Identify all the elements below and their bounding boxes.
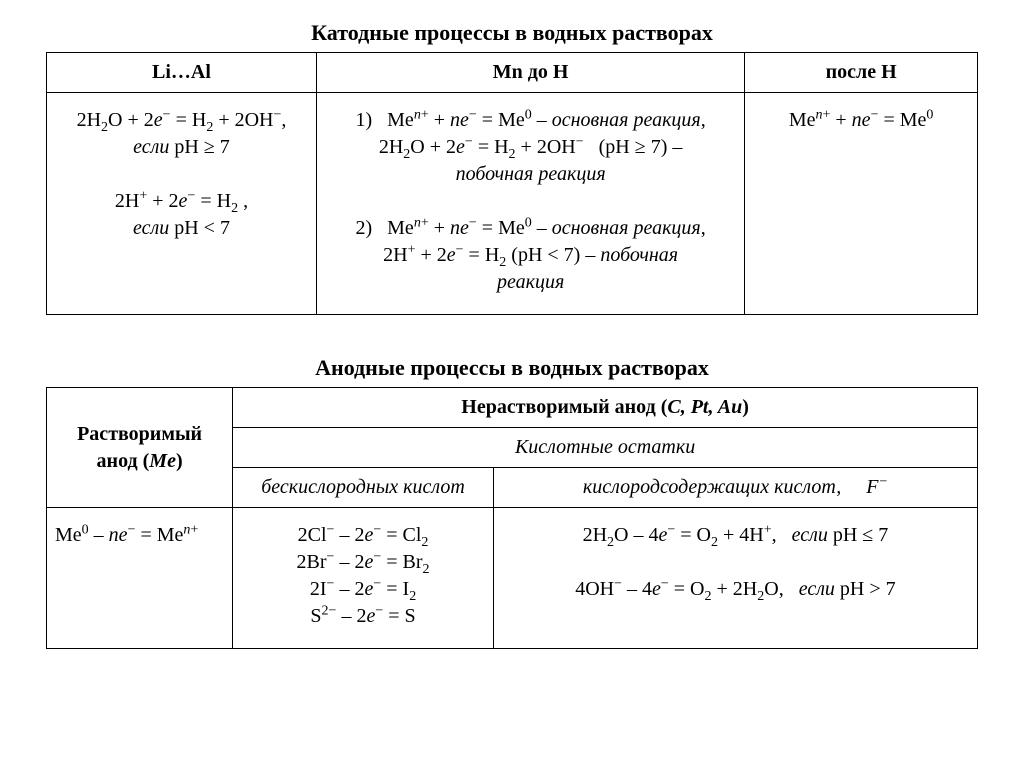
eq: 2H+ + 2e− = H2 (pH < 7) – побочная: [325, 242, 736, 269]
eq: 2H2O + 2e− = H2 + 2OH−,: [55, 107, 308, 134]
cond: если pH ≥ 7: [55, 134, 308, 161]
col-soluble-anode: Растворимый анод (Me): [47, 388, 233, 508]
eq: 4OH− – 4e− = O2 + 2H2O, если pH > 7: [502, 576, 969, 603]
eq: 1) Men+ + ne− = Me0 – основная реакция,: [325, 107, 736, 134]
col-oxygen-containing: кислородсодержащих кислот, F−: [493, 468, 977, 508]
eq: 2) Men+ + ne− = Me0 – основная реакция,: [325, 215, 736, 242]
eq: 2H2O + 2e− = H2 + 2OH− (pH ≥ 7) –: [325, 134, 736, 161]
anode-table: Растворимый анод (Me) Нерастворимый анод…: [46, 387, 978, 649]
col-acid-residues: Кислотные остатки: [233, 428, 978, 468]
eq: 2H2O – 4e− = O2 + 4H+, если pH ≤ 7: [502, 522, 969, 549]
col-after-h: после H: [745, 53, 978, 93]
spacer: [325, 188, 736, 215]
table-row: 2H2O + 2e− = H2 + 2OH−, если pH ≥ 7 2H+ …: [47, 93, 978, 315]
cond: если pH < 7: [55, 215, 308, 242]
eq: 2Br− – 2e− = Br2: [241, 549, 485, 576]
cathode-table: Li…Al Mn до H после H 2H2O + 2e− = H2 + …: [46, 52, 978, 315]
cell-li-al: 2H2O + 2e− = H2 + 2OH−, если pH ≥ 7 2H+ …: [47, 93, 317, 315]
eq: Me0 – ne− = Men+: [55, 522, 224, 549]
anode-title: Анодные процессы в водных растворах: [46, 355, 978, 381]
table-header-row: Растворимый анод (Me) Нерастворимый анод…: [47, 388, 978, 428]
cell-oxygen-containing: 2H2O – 4e− = O2 + 4H+, если pH ≤ 7 4OH− …: [493, 508, 977, 649]
eq: Men+ + ne− = Me0: [753, 107, 969, 134]
eq: 2I− – 2e− = I2: [241, 576, 485, 603]
table-row: Me0 – ne− = Men+ 2Cl− – 2e− = Cl2 2Br− –…: [47, 508, 978, 649]
eq: реакция: [325, 269, 736, 296]
spacer: [502, 549, 969, 576]
cell-soluble: Me0 – ne− = Men+: [47, 508, 233, 649]
eq: 2Cl− – 2e− = Cl2: [241, 522, 485, 549]
cell-after-h: Men+ + ne− = Me0: [745, 93, 978, 315]
col-oxygen-free: бескислородных кислот: [233, 468, 494, 508]
spacer: [55, 161, 308, 188]
col-li-al: Li…Al: [47, 53, 317, 93]
eq: S2− – 2e− = S: [241, 603, 485, 630]
cell-oxygen-free: 2Cl− – 2e− = Cl2 2Br− – 2e− = Br2 2I− – …: [233, 508, 494, 649]
cathode-title: Катодные процессы в водных растворах: [46, 20, 978, 46]
table-header-row: Li…Al Mn до H после H: [47, 53, 978, 93]
col-mn-h: Mn до H: [316, 53, 744, 93]
eq: побочная реакция: [325, 161, 736, 188]
col-insoluble-anode: Нерастворимый анод (C, Pt, Au): [233, 388, 978, 428]
cell-mn-h: 1) Men+ + ne− = Me0 – основная реакция, …: [316, 93, 744, 315]
eq: 2H+ + 2e− = H2 ,: [55, 188, 308, 215]
